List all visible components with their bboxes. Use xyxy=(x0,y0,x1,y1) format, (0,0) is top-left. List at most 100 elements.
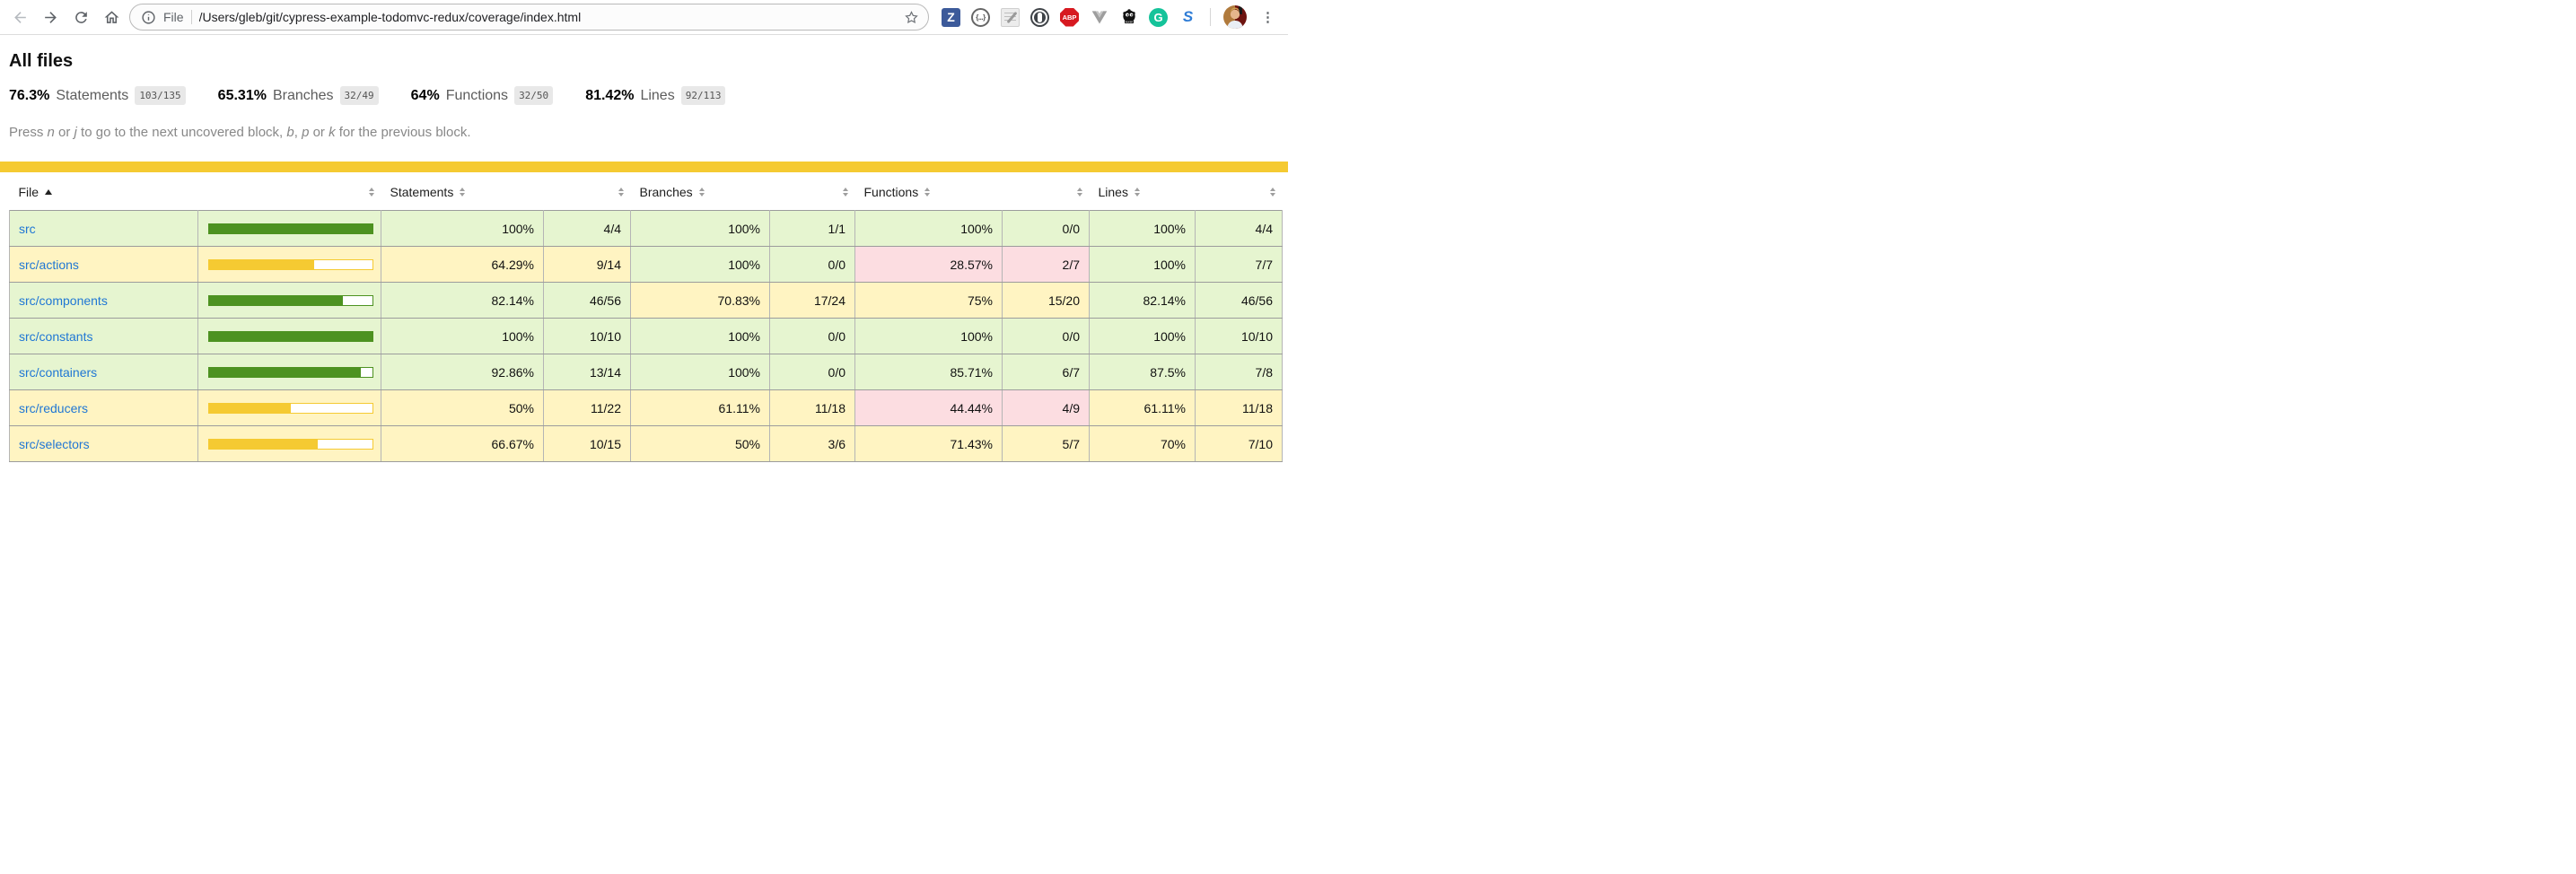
url-scheme-label: File xyxy=(163,10,184,24)
file-link[interactable]: src/constants xyxy=(19,328,93,344)
statements-percent-cell: 82.14% xyxy=(381,282,544,319)
metric-percent: 81.42% xyxy=(585,87,635,103)
header-branches[interactable]: Branches xyxy=(631,172,770,211)
branches-percent-cell: 61.11% xyxy=(630,389,770,426)
coverage-bar xyxy=(208,223,373,234)
blue-swirl-extension-icon[interactable]: S xyxy=(1182,8,1194,25)
page-title: All files xyxy=(9,51,74,71)
branches-fraction-cell: 17/24 xyxy=(769,282,855,319)
branches-fraction-cell: 0/0 xyxy=(769,246,855,283)
header-file[interactable]: File xyxy=(10,172,198,211)
statements-fraction-cell: 10/15 xyxy=(543,425,631,462)
header-lines-fraction-sorter[interactable] xyxy=(1196,172,1283,211)
browser-menu-icon[interactable]: ⋮ xyxy=(1261,10,1275,25)
lines-percent-cell: 70% xyxy=(1089,425,1196,462)
header-chart-sorter[interactable] xyxy=(198,172,381,211)
lines-fraction-cell: 7/7 xyxy=(1195,246,1283,283)
metric-fraction-badge: 103/135 xyxy=(135,86,186,105)
kuker-icon[interactable]: KUKER xyxy=(1119,8,1138,27)
file-link[interactable]: src/containers xyxy=(19,364,98,380)
statements-fraction-cell: 4/4 xyxy=(543,210,631,247)
header-functions-fraction-sorter[interactable] xyxy=(1003,172,1090,211)
sorter-icon xyxy=(368,188,374,197)
home-icon[interactable] xyxy=(99,4,124,30)
adblock-plus-icon[interactable]: ABP xyxy=(1060,7,1079,27)
coverage-bar xyxy=(208,366,373,378)
reload-icon[interactable] xyxy=(68,4,93,30)
lines-percent-cell: 87.5% xyxy=(1089,354,1196,390)
keyboard-hint: Press n or j to go to the next uncovered… xyxy=(9,125,471,140)
status-line xyxy=(0,162,1288,172)
browser-toolbar: File /Users/gleb/git/cypress-example-tod… xyxy=(0,0,1288,35)
metric-fraction-badge: 32/49 xyxy=(339,86,379,105)
url-text[interactable]: /Users/gleb/git/cypress-example-todomvc-… xyxy=(198,10,582,24)
profile-avatar[interactable] xyxy=(1223,5,1247,29)
header-branches-fraction-sorter[interactable] xyxy=(770,172,855,211)
statements-fraction-cell: 10/10 xyxy=(543,318,631,354)
file-link[interactable]: src/selectors xyxy=(19,436,90,451)
lines-fraction-cell: 46/56 xyxy=(1195,282,1283,319)
table-row: src/containers 92.86% 13/14 100% 0/0 85.71% 6/… xyxy=(9,354,1283,390)
vue-devtools-icon[interactable] xyxy=(1090,8,1108,27)
branches-fraction-cell: 1/1 xyxy=(769,210,855,247)
statements-percent-cell: 100% xyxy=(381,318,544,354)
grammarly-icon[interactable]: G xyxy=(1149,7,1168,27)
chart-cell xyxy=(197,425,381,462)
coverage-bar xyxy=(208,330,373,342)
coverage-bar-fill xyxy=(209,223,372,233)
chart-cell xyxy=(197,246,381,283)
coverage-bar-fill xyxy=(209,295,344,305)
sorter-icon xyxy=(842,188,848,197)
lines-percent-cell: 61.11% xyxy=(1089,389,1196,426)
file-link[interactable]: src/actions xyxy=(19,257,79,272)
functions-percent-cell: 28.57% xyxy=(854,246,1003,283)
header-functions[interactable]: Functions xyxy=(855,172,1003,211)
functions-fraction-cell: 15/20 xyxy=(1002,282,1090,319)
header-lines[interactable]: Lines xyxy=(1090,172,1196,211)
notes-extension-icon[interactable] xyxy=(1001,7,1020,27)
functions-fraction-cell: 0/0 xyxy=(1002,210,1090,247)
metric-fraction-badge: 32/50 xyxy=(514,86,554,105)
forward-icon[interactable] xyxy=(38,4,63,30)
bookmark-star-icon[interactable] xyxy=(904,10,919,25)
lines-fraction-cell: 7/8 xyxy=(1195,354,1283,390)
onepassword-icon[interactable] xyxy=(1030,7,1049,27)
summary-metric: 64% Functions 32/50 xyxy=(411,86,554,105)
chart-cell xyxy=(197,210,381,247)
metric-label: Statements xyxy=(56,87,129,103)
statements-percent-cell: 92.86% xyxy=(381,354,544,390)
statements-percent-cell: 100% xyxy=(381,210,544,247)
address-bar[interactable]: File /Users/gleb/git/cypress-example-tod… xyxy=(129,4,929,31)
coverage-bar xyxy=(208,402,373,414)
file-link[interactable]: src/reducers xyxy=(19,400,89,415)
extension-z-icon[interactable]: Z xyxy=(942,7,960,27)
page-info-icon[interactable] xyxy=(141,10,156,25)
statements-fraction-cell: 13/14 xyxy=(543,354,631,390)
coverage-summary: 76.3% Statements 103/135 65.31% Branches… xyxy=(9,86,1279,105)
file-link[interactable]: src/components xyxy=(19,293,108,308)
sorter-icon xyxy=(1134,188,1140,197)
back-icon[interactable] xyxy=(7,4,32,30)
functions-fraction-cell: 5/7 xyxy=(1002,425,1090,462)
branches-percent-cell: 100% xyxy=(630,318,770,354)
header-statements[interactable]: Statements xyxy=(381,172,544,211)
summary-metric: 81.42% Lines 92/113 xyxy=(585,86,726,105)
header-statements-fraction-sorter[interactable] xyxy=(544,172,631,211)
functions-fraction-cell: 4/9 xyxy=(1002,389,1090,426)
functions-percent-cell: 100% xyxy=(854,318,1003,354)
sort-asc-icon xyxy=(45,189,53,195)
file-cell: src xyxy=(9,210,198,247)
branches-fraction-cell: 0/0 xyxy=(769,318,855,354)
chart-cell xyxy=(197,389,381,426)
branches-percent-cell: 70.83% xyxy=(630,282,770,319)
functions-percent-cell: 44.44% xyxy=(854,389,1003,426)
json-formatter-icon[interactable]: {...} xyxy=(971,7,990,27)
branches-fraction-cell: 3/6 xyxy=(769,425,855,462)
file-cell: src/components xyxy=(9,282,198,319)
branches-percent-cell: 100% xyxy=(630,210,770,247)
coverage-bar xyxy=(208,294,373,306)
lines-percent-cell: 82.14% xyxy=(1089,282,1196,319)
lines-fraction-cell: 10/10 xyxy=(1195,318,1283,354)
coverage-bar-fill xyxy=(209,439,319,449)
file-link[interactable]: src xyxy=(19,221,36,236)
